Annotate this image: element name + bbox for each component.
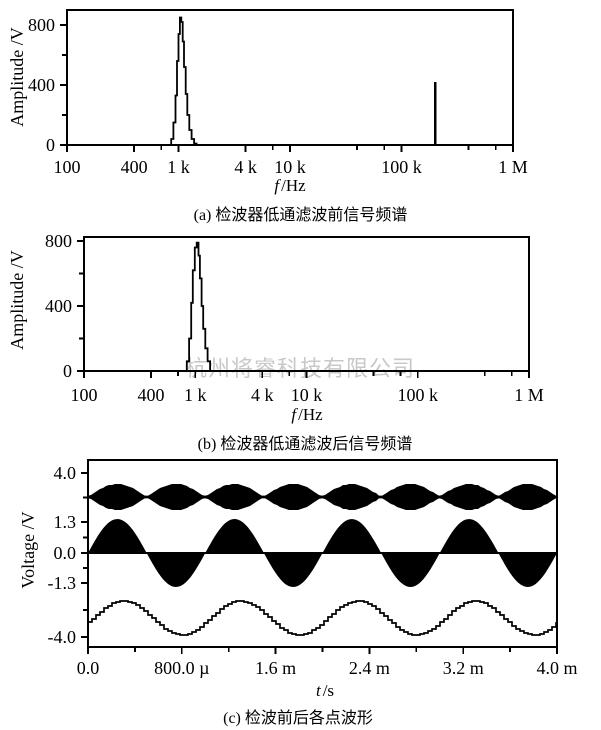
spectrum-peak bbox=[184, 241, 211, 372]
chart-b-canvas: 800 400 0 100 400 1 k 4 k 10 k 100 k 1 M bbox=[45, 231, 544, 405]
y-tick-label: 1.3 bbox=[54, 512, 77, 532]
chart-b-x-axis-label: f/Hz bbox=[14, 405, 600, 425]
x-tick-label: 800.0 µ bbox=[154, 658, 209, 678]
chart-b-caption: (b) 检波器低通滤波后信号频谱 bbox=[197, 436, 413, 453]
chart-c-x-symbol: t bbox=[315, 681, 321, 700]
y-tick-label: -1.3 bbox=[48, 573, 77, 593]
x-tick-label: 1 M bbox=[514, 385, 544, 405]
x-tick-label: 1 M bbox=[498, 157, 528, 177]
chart-c-x-unit: /s bbox=[322, 681, 335, 700]
chart-c-section: Voltage /V 4.0 1.3 0.0 -1.3 -4.0 0.0 800.0 µ 1.… bbox=[0, 452, 601, 730]
y-tick-label: 0.0 bbox=[54, 543, 77, 563]
chart-c-x-axis-label: t/s bbox=[50, 681, 600, 701]
chart-a-x-symbol: f bbox=[274, 176, 280, 195]
x-tick-label: 3.2 m bbox=[443, 658, 484, 678]
plot-frame bbox=[66, 9, 514, 146]
chart-a-caption: (a) 检波器低通滤波前信号频谱 bbox=[193, 207, 408, 224]
plot-frame bbox=[83, 236, 530, 372]
y-tick-label: 400 bbox=[28, 75, 55, 95]
y-tick-label: -4.0 bbox=[48, 627, 77, 647]
x-tick-label: 400 bbox=[121, 157, 148, 177]
x-tick-label: 100 bbox=[71, 385, 98, 405]
x-tick-label: 0.0 bbox=[77, 658, 100, 678]
spectrum-peak bbox=[168, 16, 198, 146]
chart-b-section: Amplitude /V 杭州将睿科技有限公司 800 400 0 100 400 1 k… bbox=[0, 225, 601, 453]
y-tick-label: 0 bbox=[46, 135, 55, 155]
y-tick-label: 800 bbox=[45, 231, 72, 251]
x-tick-label: 10 k bbox=[291, 385, 323, 405]
y-tick-label: 400 bbox=[45, 296, 72, 316]
chart-a-x-unit: /Hz bbox=[281, 176, 306, 195]
chart-b-x-symbol: f bbox=[291, 405, 297, 424]
x-tick-label: 400 bbox=[137, 385, 164, 405]
x-tick-label: 1 k bbox=[167, 157, 190, 177]
x-tick-label: 100 k bbox=[381, 157, 422, 177]
x-tick-label: 1 k bbox=[184, 385, 207, 405]
x-tick-label: 4 k bbox=[234, 157, 257, 177]
x-tick-label: 100 k bbox=[398, 385, 439, 405]
chart-c-caption: (c) 检波前后各点波形 bbox=[223, 710, 373, 727]
x-tick-label: 4 k bbox=[251, 385, 274, 405]
chart-a-x-axis-label: f/Hz bbox=[0, 176, 580, 196]
chart-c-canvas: 4.01.30.0-1.3-4.00.0 800.0 µ 1.6 m 2.4 m 3.2… bbox=[48, 459, 578, 678]
y-tick-label: 800 bbox=[28, 15, 55, 35]
y-tick-label: 0 bbox=[63, 361, 72, 381]
chart-b-x-unit: /Hz bbox=[298, 405, 323, 424]
x-tick-label: 4.0 m bbox=[536, 658, 577, 678]
watermark: 杭州将睿科技有限公司 bbox=[185, 356, 416, 381]
x-tick-label: 1.6 m bbox=[255, 658, 296, 678]
x-tick-label: 10 k bbox=[274, 157, 306, 177]
lpf-output-trace bbox=[88, 600, 557, 636]
x-tick-label: 100 bbox=[54, 157, 81, 177]
x-tick-label: 2.4 m bbox=[349, 658, 390, 678]
y-tick-label: 4.0 bbox=[54, 463, 77, 483]
